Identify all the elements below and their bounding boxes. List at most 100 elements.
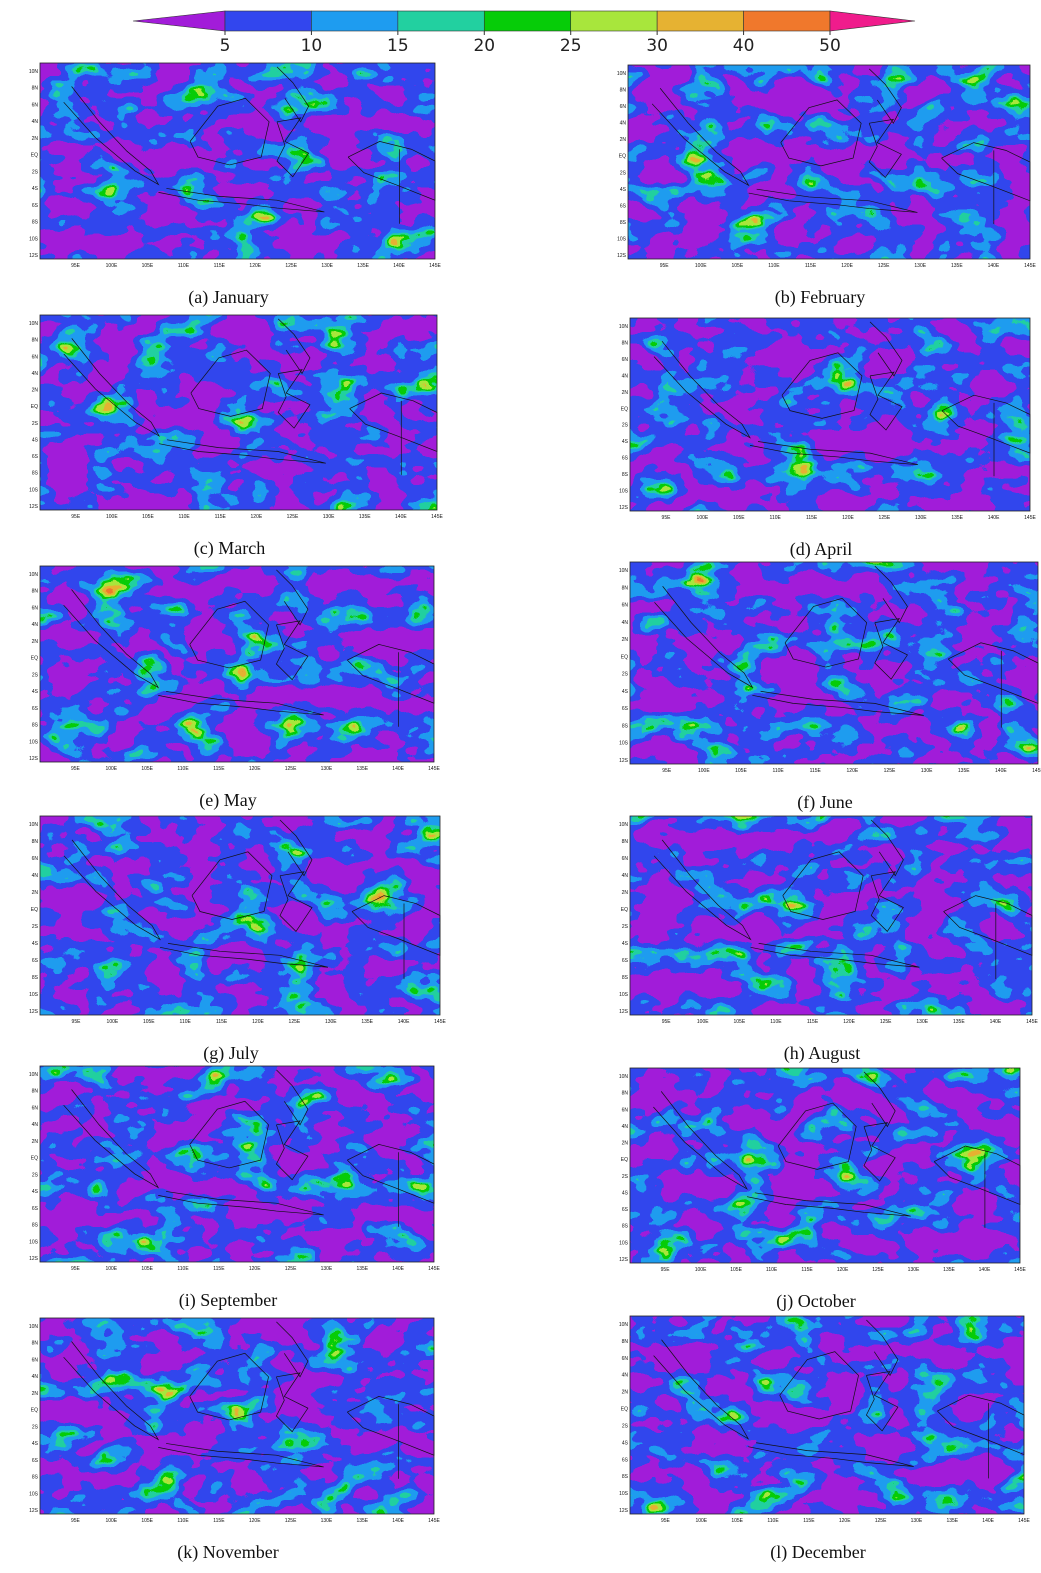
lon-label: 115E [216,1019,228,1025]
lon-label: 115E [213,766,225,772]
lat-label: 12S [29,1508,39,1514]
lat-label: 6N [32,856,39,862]
lon-label: 130E [321,1518,333,1524]
lat-label: 2S [622,1423,629,1429]
lon-label: 115E [215,514,227,520]
lat-label: 10N [619,1322,629,1328]
lat-label: 12S [619,1009,629,1015]
rainfall-field [40,63,435,259]
lat-label: 4N [622,1124,629,1130]
lat-label: 8N [32,1089,39,1095]
lat-label: 6S [32,1458,39,1464]
lon-label: 110E [770,515,782,521]
lon-label: 105E [142,263,154,269]
lat-label: 6S [32,706,39,712]
lat-label: 12S [617,253,627,259]
lon-label: 115E [213,1518,225,1524]
lat-label: 4N [32,622,39,628]
map-panel: 10N8N6N4N2NEQ2S4S6S8S10S12S95E100E105E11… [29,315,444,559]
lat-label: 10S [619,992,629,998]
lat-label: 4S [622,1190,629,1196]
lat-label: 4S [622,941,629,947]
lon-label: 105E [735,768,747,774]
colorbar-label: 5 [220,36,231,56]
lon-label: 130E [323,514,335,520]
lat-label: 8S [622,723,629,729]
lon-label: 120E [252,1019,264,1025]
caption: (d) April [790,539,853,560]
lat-label: 6N [620,104,627,110]
lon-label: 100E [695,1518,707,1524]
colorbar-label: 15 [387,36,409,56]
lon-label: 100E [105,766,117,772]
lat-label: 6S [622,958,629,964]
lon-label: 135E [359,514,371,520]
lon-label: 120E [249,766,261,772]
lon-label: 140E [979,1267,991,1273]
lat-label: 10S [619,1491,629,1497]
lat-label: EQ [31,1408,38,1414]
lat-label: 2S [32,421,39,427]
lon-label: 145E [431,514,443,520]
lon-label: 125E [289,1019,301,1025]
lon-label: 115E [803,1518,815,1524]
lat-label: EQ [31,153,38,159]
lat-label: 2S [32,672,39,678]
lon-label: 130E [908,1267,920,1273]
colorbar-segment [657,11,743,31]
lon-label: 95E [71,1266,81,1272]
lat-label: 12S [619,1257,629,1263]
lon-label: 145E [429,263,441,269]
lat-label: 4N [32,1122,39,1128]
lon-label: 145E [428,1266,440,1272]
lon-label: 95E [72,1019,82,1025]
lat-label: 4S [32,186,39,192]
lon-label: 115E [810,768,822,774]
lat-label: 8N [32,1341,39,1347]
lon-label: 145E [428,766,440,772]
lat-label: 6N [622,1107,629,1113]
lon-label: 95E [661,1267,671,1273]
lon-label: 105E [733,515,745,521]
lon-label: 145E [1018,1518,1030,1524]
lon-label: 135E [951,515,963,521]
lon-label: 120E [841,263,853,269]
lat-label: 4S [622,689,629,695]
lat-label: 2S [620,170,627,176]
figure: 51015202530405010N8N6N4N2NEQ2S4S6S8S10S1… [0,0,1041,1573]
lat-label: 2S [622,672,629,678]
lat-label: 4S [32,1441,39,1447]
lat-label: 12S [619,1508,629,1514]
lat-label: 2N [622,1141,629,1147]
lat-label: 10N [29,572,39,578]
lon-label: 120E [839,1518,851,1524]
lon-label: 100E [695,263,707,269]
colorbar-segment [484,11,570,31]
lat-label: 2N [32,890,39,896]
lon-label: 115E [805,263,817,269]
lat-label: EQ [31,656,38,662]
lon-label: 110E [770,1019,782,1025]
lat-label: EQ [621,654,628,660]
lat-label: 4N [620,121,627,127]
lat-label: EQ [621,1157,628,1163]
colorbar-segment [225,11,311,31]
lat-label: 8S [32,1223,39,1229]
lon-label: 110E [178,514,190,520]
lon-label: 115E [807,1019,819,1025]
lat-label: EQ [621,907,628,913]
colorbar-label: 10 [301,36,323,56]
lat-label: 10N [619,568,629,574]
lon-label: 135E [356,1266,368,1272]
lon-label: 130E [915,515,927,521]
lat-label: 6N [32,1105,39,1111]
rainfall-field [630,1316,1024,1514]
lon-label: 125E [880,1019,892,1025]
lat-label: 10N [619,822,629,828]
lat-label: 4N [32,873,39,879]
lat-label: 8N [622,1339,629,1345]
lon-label: 120E [249,263,261,269]
lat-label: 2N [622,1390,629,1396]
lon-label: 140E [988,263,1000,269]
